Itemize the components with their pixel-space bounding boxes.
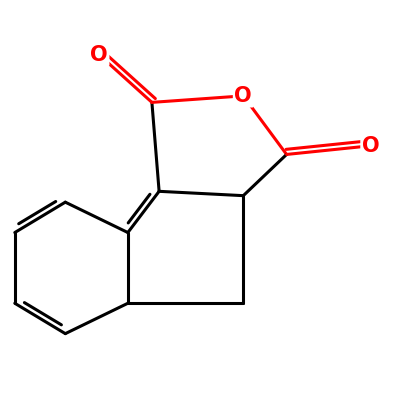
Text: O: O bbox=[90, 45, 108, 65]
Text: O: O bbox=[362, 136, 380, 156]
Text: O: O bbox=[234, 86, 252, 106]
